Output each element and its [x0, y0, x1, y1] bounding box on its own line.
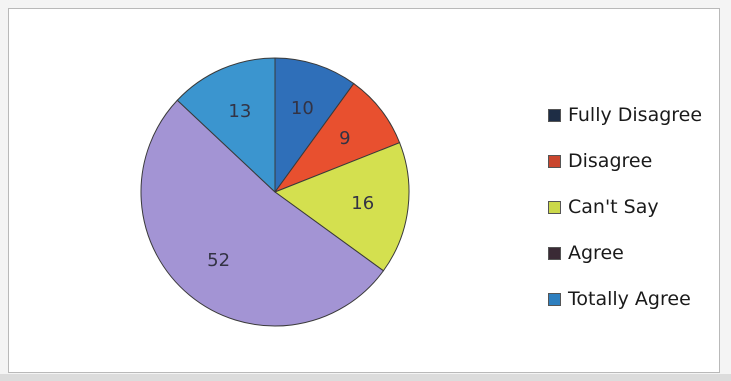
legend-label-totally-agree: Totally Agree: [568, 288, 691, 310]
legend-swatch-disagree: [548, 154, 561, 168]
legend-swatch-fully-disagree: [548, 108, 561, 122]
legend-label-fully-disagree: Fully Disagree: [568, 104, 703, 126]
legend-item-cant-say: Can't Say: [548, 184, 718, 230]
legend-swatch-totally-agree: [548, 292, 561, 306]
legend-item-totally-agree: Totally Agree: [548, 276, 718, 322]
legend-item-fully-disagree: Fully Disagree: [548, 92, 718, 138]
pie-slice-totally-agree: [176, 57, 276, 194]
legend-item-disagree: Disagree: [548, 138, 718, 184]
page-bottom-edge: [0, 374, 731, 381]
data-label-agree: 52: [207, 250, 230, 271]
legend-item-agree: Agree: [548, 230, 718, 276]
legend-label-disagree: Disagree: [568, 150, 653, 172]
data-label-disagree: 9: [339, 128, 350, 149]
legend-swatch-cant-say: [548, 200, 561, 214]
legend: Fully Disagree Disagree Can't Say Agree …: [548, 92, 718, 322]
pie-slice-agree: [140, 99, 385, 327]
legend-label-agree: Agree: [568, 242, 624, 264]
pie-slice-fully-disagree: [274, 57, 355, 194]
legend-label-cant-say: Can't Say: [568, 196, 659, 218]
pie-slice-can-t-say: [273, 142, 410, 272]
data-label-can-t-say: 16: [351, 193, 374, 214]
legend-swatch-agree: [548, 246, 561, 260]
data-label-totally-agree: 13: [228, 101, 251, 122]
data-label-fully-disagree: 10: [291, 98, 314, 119]
